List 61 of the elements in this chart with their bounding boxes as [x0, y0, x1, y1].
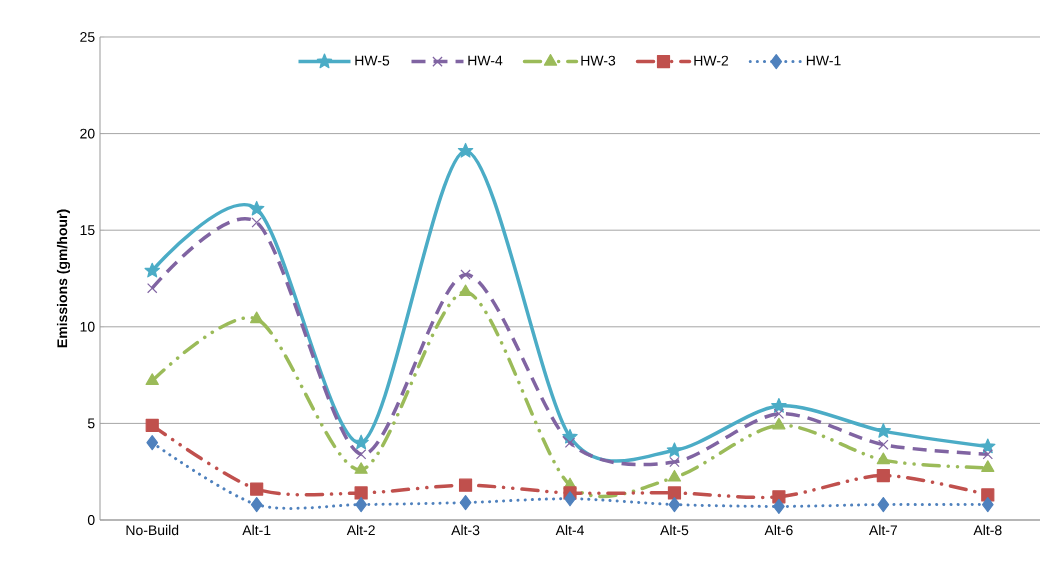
point [982, 449, 993, 460]
point [564, 491, 576, 507]
point [354, 462, 368, 474]
legend-label: HW-1 [806, 55, 841, 66]
point [355, 449, 367, 460]
point [667, 469, 682, 482]
point [877, 496, 890, 513]
point [250, 482, 264, 496]
point [460, 269, 471, 280]
y-tick-label: 10 [80, 321, 95, 332]
legend-label: HW-4 [468, 55, 503, 66]
x-tick-label: Alt-6 [764, 524, 793, 536]
y-tick-label: 20 [80, 128, 95, 139]
point [666, 442, 683, 458]
point [147, 282, 158, 294]
point [458, 478, 473, 492]
point [354, 486, 368, 500]
y-axis-title: Emissions (gm/hour) [56, 209, 71, 348]
x-tick-label: Alt-1 [242, 524, 271, 536]
y-tick-label: 15 [80, 225, 95, 236]
legend-label: HW-2 [694, 55, 729, 66]
x-tick-label: Alt-5 [660, 524, 689, 536]
legend-label: HW-5 [355, 55, 390, 66]
point [981, 460, 995, 472]
point [353, 434, 369, 450]
x-tick-label: Alt-7 [868, 524, 898, 536]
point [876, 452, 890, 465]
point [250, 496, 263, 513]
y-tick-label: 25 [80, 32, 95, 42]
point [772, 417, 786, 430]
x-tick-label: Alt-2 [346, 524, 375, 536]
point [876, 468, 890, 483]
legend-label: HW-3 [581, 55, 616, 66]
point [144, 262, 160, 278]
x-tick-label: Alt-4 [555, 524, 584, 536]
point [564, 437, 576, 448]
point [668, 496, 681, 513]
point [145, 373, 159, 385]
y-tick-label: 0 [87, 515, 95, 525]
point [667, 486, 682, 500]
point [773, 408, 785, 419]
point [669, 456, 680, 468]
point [878, 439, 889, 450]
point [145, 418, 159, 432]
point [355, 496, 367, 513]
x-tick-label: Alt-8 [973, 524, 1002, 536]
point [248, 200, 265, 216]
x-tick-label: Alt-3 [451, 524, 480, 536]
point [459, 495, 472, 511]
point [146, 435, 159, 451]
y-tick-label: 5 [87, 418, 95, 429]
point [457, 142, 474, 158]
point [773, 498, 785, 515]
x-tick-label: No-Build [126, 524, 179, 536]
point [981, 496, 994, 513]
point [771, 397, 787, 413]
point [980, 438, 996, 454]
point [562, 428, 578, 444]
point [250, 311, 264, 324]
point [458, 284, 473, 297]
point [251, 217, 262, 228]
